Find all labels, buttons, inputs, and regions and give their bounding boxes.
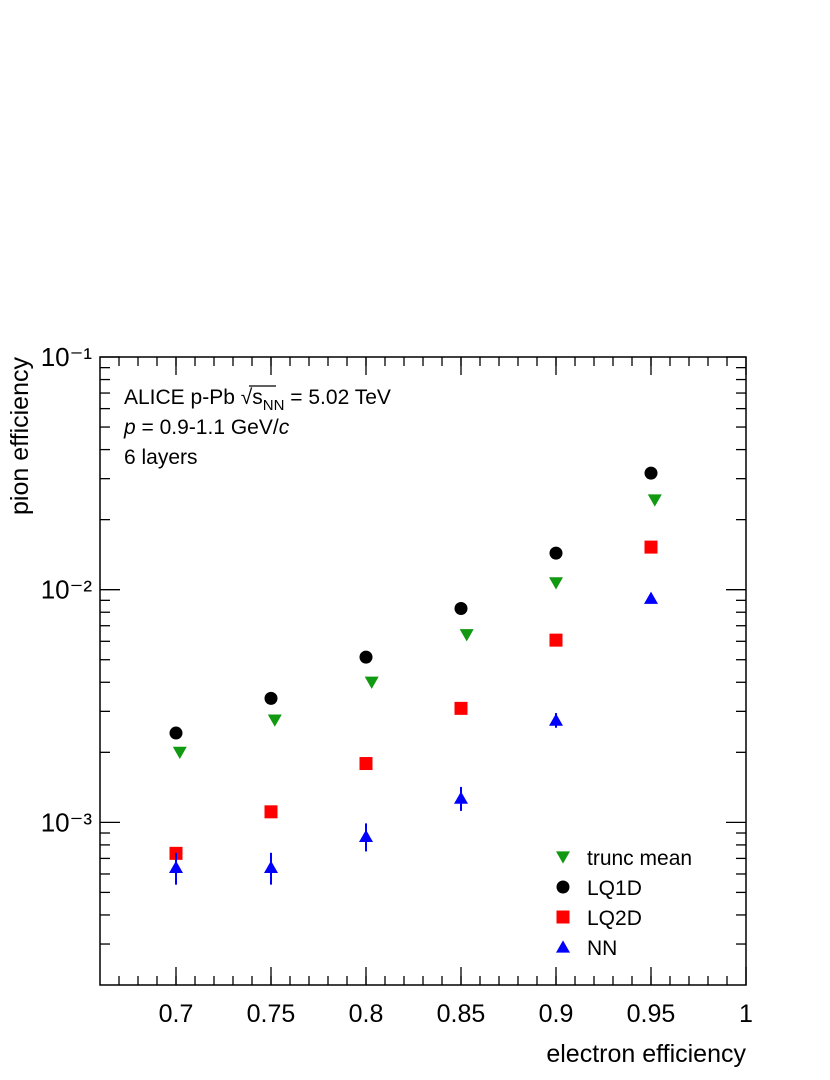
annotation-text: = 0.9-1.1 GeV/: [136, 416, 279, 439]
marker: [549, 633, 563, 647]
marker: [644, 591, 658, 604]
marker: [364, 676, 379, 689]
marker: [454, 791, 468, 804]
x-tick-label: 0.8: [349, 1000, 384, 1028]
x-tick-label: 0.95: [627, 1000, 676, 1028]
y-tick-label: 10⁻¹: [41, 342, 93, 372]
annotation-text: p: [123, 416, 136, 439]
legend-marker: [556, 851, 570, 864]
marker: [549, 577, 563, 590]
x-axis-title: electron efficiency: [546, 1040, 746, 1068]
annotation: ALICE p-Pb √sNN = 5.02 TeV: [124, 386, 391, 414]
legend-marker: [556, 940, 570, 953]
legend-label: LQ2D: [587, 907, 642, 930]
marker: [454, 701, 468, 715]
legend-marker: [556, 880, 570, 894]
annotation-text: c: [279, 416, 290, 439]
annotation-text: NN: [263, 397, 285, 414]
annotation-text: 6 layers: [124, 446, 198, 469]
marker: [172, 746, 187, 759]
y-axis-title: pion efficiency: [6, 357, 34, 515]
marker: [359, 829, 373, 843]
marker: [264, 691, 278, 705]
annotation-text: = 5.02 TeV: [284, 386, 390, 409]
legend-label: LQ1D: [587, 877, 642, 900]
marker: [459, 629, 474, 642]
marker: [169, 860, 183, 874]
marker: [267, 714, 282, 727]
annotation-text: √: [241, 386, 253, 409]
marker: [549, 546, 563, 560]
marker: [359, 757, 373, 771]
marker: [264, 805, 278, 819]
legend-marker: [556, 910, 570, 924]
y-tick-label: 10⁻²: [41, 575, 93, 605]
x-tick-label: 0.85: [437, 1000, 486, 1028]
marker: [359, 650, 373, 664]
y-tick-label: 10⁻³: [41, 807, 93, 837]
marker: [264, 860, 278, 874]
marker: [644, 540, 658, 554]
x-tick-label: 0.7: [159, 1000, 194, 1028]
marker: [647, 494, 662, 507]
legend-label: trunc mean: [587, 847, 692, 870]
x-tick-label: 0.75: [247, 1000, 296, 1028]
annotation-text: s: [252, 386, 263, 409]
marker: [454, 602, 468, 616]
legend-label: NN: [587, 937, 617, 960]
annotation: p = 0.9-1.1 GeV/c: [123, 416, 290, 439]
marker: [644, 466, 658, 480]
x-tick-label: 0.9: [539, 1000, 574, 1028]
marker: [549, 713, 563, 726]
annotation: 6 layers: [124, 446, 198, 469]
annotation-text: ALICE p-Pb: [124, 386, 241, 409]
x-tick-label: 1: [739, 1000, 753, 1028]
marker: [169, 726, 183, 740]
